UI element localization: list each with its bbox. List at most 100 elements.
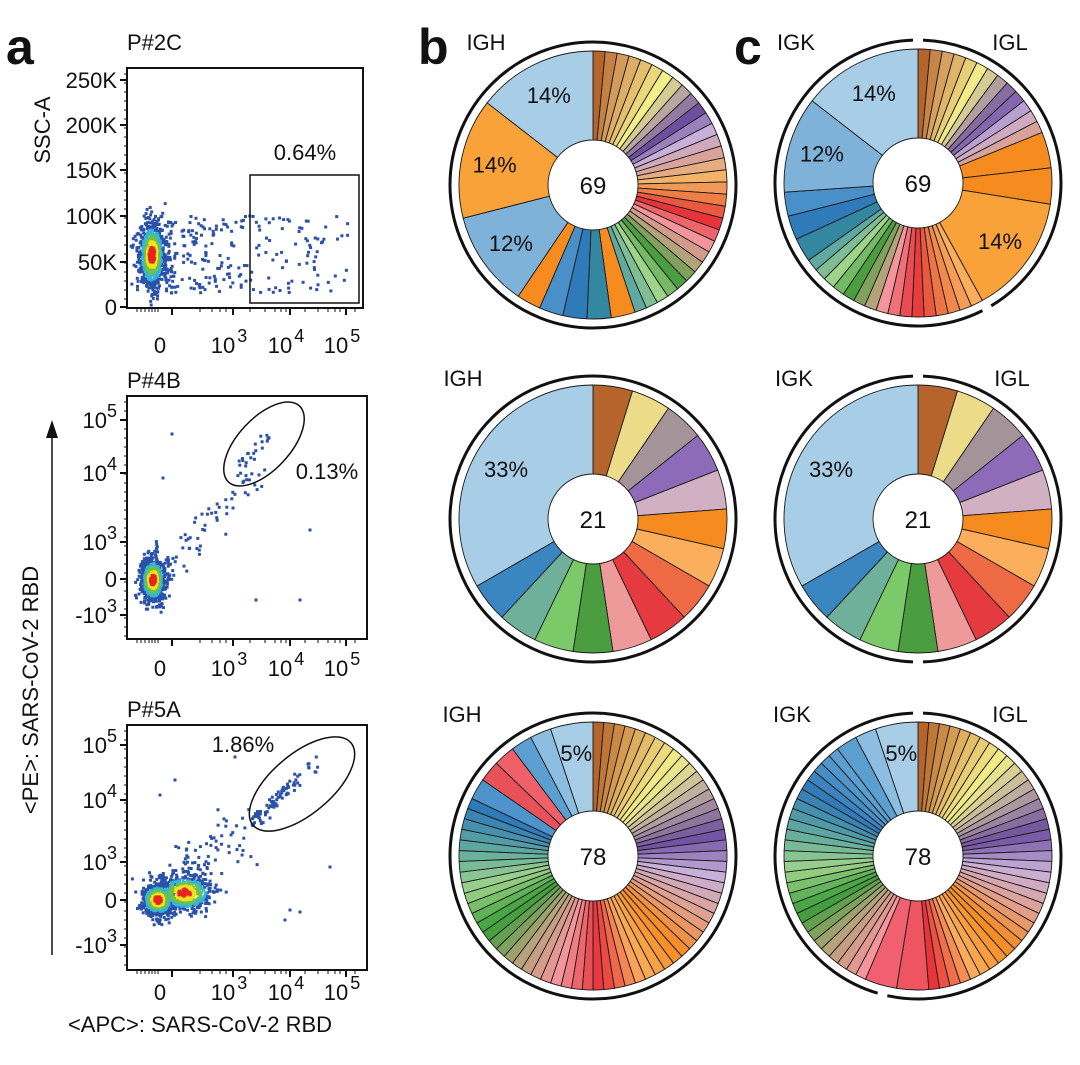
data-point — [236, 860, 240, 864]
data-point — [161, 211, 165, 215]
data-point — [165, 287, 168, 291]
data-point — [189, 233, 193, 237]
data-point — [144, 212, 148, 216]
data-point — [275, 798, 279, 802]
data-point — [139, 588, 143, 591]
tick-base: 10 — [83, 850, 107, 875]
data-point — [147, 560, 151, 564]
data-point — [165, 224, 169, 228]
data-point — [203, 528, 207, 532]
data-point — [185, 903, 189, 907]
data-point — [157, 277, 161, 281]
data-point — [264, 251, 268, 254]
y-axis-label-ssc: SSC-A — [30, 96, 55, 164]
data-point — [173, 897, 177, 901]
data-point — [216, 823, 220, 827]
data-point — [207, 895, 211, 899]
data-point — [174, 912, 178, 916]
data-point — [224, 819, 228, 823]
data-point — [162, 595, 166, 599]
data-point — [264, 813, 267, 817]
data-point — [207, 887, 211, 891]
data-point — [176, 896, 179, 900]
tick-base: 10 — [83, 461, 107, 486]
data-point — [174, 290, 178, 294]
tick-base: 10 — [83, 788, 107, 813]
gate-ellipse[interactable] — [234, 720, 371, 848]
data-point — [340, 234, 344, 238]
chain-label-igl: IGL — [992, 30, 1027, 55]
data-point — [163, 883, 167, 887]
chain-ring-igl — [922, 38, 1063, 308]
data-point — [239, 285, 243, 289]
data-point — [153, 284, 157, 288]
data-point — [197, 552, 201, 556]
tick-base: 0 — [154, 333, 166, 358]
data-point — [244, 215, 247, 218]
data-point — [155, 291, 159, 294]
data-point — [144, 892, 148, 896]
y-tick-label: -103 — [75, 596, 117, 628]
data-point — [242, 836, 246, 840]
data-point — [157, 561, 161, 565]
y-tick-label: 104 — [83, 454, 118, 486]
data-point — [182, 228, 186, 232]
plot-frame — [126, 724, 368, 971]
data-point — [211, 229, 215, 233]
data-point — [134, 265, 138, 268]
x-tick-label: 10 4 — [268, 326, 305, 358]
data-point — [192, 235, 196, 239]
data-point — [199, 224, 203, 228]
tick-exponent: 3 — [237, 649, 247, 669]
data-point — [195, 890, 199, 894]
data-point — [265, 236, 268, 240]
data-point — [167, 244, 171, 248]
data-point — [155, 550, 159, 554]
data-point — [257, 253, 261, 257]
data-point — [204, 896, 208, 900]
tick-base: -10 — [75, 933, 107, 958]
data-point — [293, 772, 297, 776]
data-point — [180, 278, 184, 282]
data-point — [155, 917, 159, 921]
data-point — [178, 901, 182, 905]
data-point — [136, 288, 139, 292]
gate-rectangle[interactable] — [249, 174, 360, 304]
data-point — [278, 216, 282, 220]
data-point — [148, 217, 152, 221]
data-point — [245, 478, 249, 482]
tick-exponent: 3 — [107, 843, 117, 863]
data-point — [194, 887, 198, 891]
data-point — [226, 265, 230, 269]
data-point — [230, 497, 234, 501]
data-point — [141, 904, 144, 908]
data-point — [131, 243, 135, 247]
data-point — [243, 826, 247, 830]
data-point — [180, 229, 184, 233]
data-point — [167, 558, 170, 562]
data-point — [151, 556, 155, 560]
data-point — [231, 506, 235, 510]
data-point — [156, 281, 160, 285]
data-point — [158, 883, 162, 887]
data-point — [141, 257, 145, 260]
data-point — [196, 904, 200, 908]
data-point — [346, 222, 350, 226]
data-point — [306, 254, 310, 258]
data-point — [264, 217, 268, 221]
data-point — [228, 276, 232, 279]
data-point — [193, 880, 197, 884]
data-point — [251, 215, 255, 218]
data-point — [137, 254, 141, 258]
data-point — [177, 903, 181, 907]
data-point — [275, 804, 279, 808]
data-point — [265, 803, 269, 807]
data-point — [229, 285, 233, 289]
data-point — [173, 560, 177, 564]
data-point — [188, 221, 192, 225]
data-point — [136, 232, 140, 235]
data-point — [266, 437, 270, 440]
gate-ellipse[interactable] — [210, 388, 319, 500]
data-point — [167, 242, 171, 246]
data-point — [202, 888, 205, 892]
